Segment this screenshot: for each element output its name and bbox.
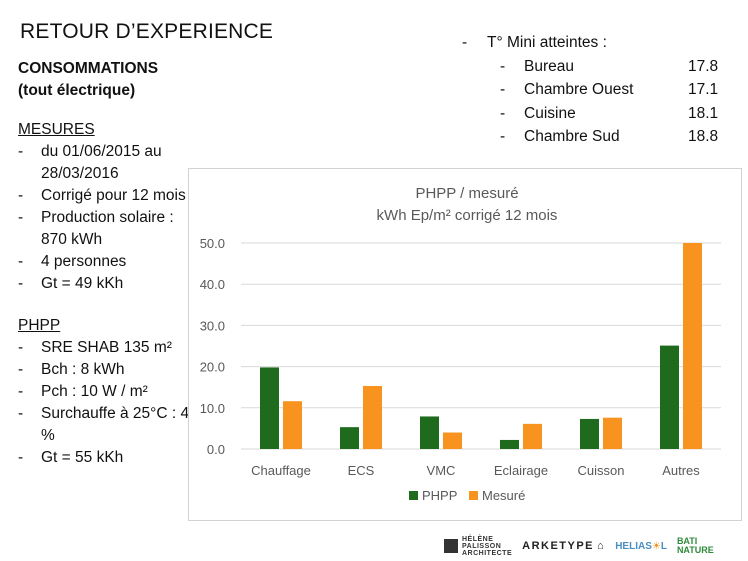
bar-phpp-1 [340, 427, 359, 449]
phpp-list: SRE SHAB 135 m² Bch : 8 kWh Pch : 10 W /… [18, 337, 190, 469]
bar-mesure-2 [443, 432, 462, 449]
bar-mesure-3 [523, 423, 542, 449]
heliasol-logo: HELIA S ☀ L [615, 541, 667, 552]
bar-phpp-0 [260, 367, 279, 449]
temperature-row: Cuisine 18.1 [462, 102, 728, 126]
mesures-heading: MESURES [18, 121, 95, 138]
legend-swatch [409, 491, 418, 500]
logo-text: L [660, 540, 667, 552]
logo-text: S [645, 540, 652, 552]
legend-label: Mesuré [482, 488, 525, 503]
arketype-logo: ARKETYPE ⌂ [522, 540, 605, 552]
logo-line: PALISSON [462, 542, 502, 550]
list-item: Gt = 55 kKh [18, 447, 190, 469]
x-tick-label: Autres [662, 463, 700, 478]
list-item: Pch : 10 W / m² [18, 381, 190, 403]
room-temperature: 18.8 [688, 128, 719, 145]
x-tick-label: Chauffage [251, 463, 311, 478]
house-icon: ⌂ [597, 540, 606, 552]
consumption-subheading: (tout électrique) [18, 82, 136, 99]
room-temperature: 17.8 [688, 57, 719, 75]
consumption-heading: CONSOMMATIONS [18, 60, 159, 77]
list-item: SRE SHAB 135 m² [18, 337, 190, 359]
x-tick-label: VMC [427, 463, 456, 478]
partner-logos: HÉLÈNE PALISSON ARCHITECTE ARKETYPE ⌂ HE… [444, 534, 736, 558]
consumption-chart: PHPP / mesuré kWh Ep/m² corrigé 12 mois … [188, 168, 742, 521]
y-tick-label: 40.0 [200, 277, 225, 292]
bar-phpp-5 [660, 345, 679, 449]
list-item: Production solaire : 870 kWh [18, 207, 190, 251]
room-temperature: 18.1 [688, 104, 719, 122]
architect-mark-icon [444, 539, 458, 553]
x-tick-label: Eclairage [494, 463, 548, 478]
list-item: Gt = 49 kKh [18, 273, 190, 295]
bati-nature-logo: BATI NATURE [677, 537, 736, 555]
temperature-row: Bureau 17.8 [462, 55, 728, 79]
bar-phpp-3 [500, 439, 519, 449]
min-temperatures-heading: T° Mini atteintes : [462, 31, 728, 55]
x-tick-label: Cuisson [578, 463, 625, 478]
bar-mesure-0 [283, 401, 302, 449]
legend-swatch [469, 491, 478, 500]
mesures-list: du 01/06/2015 au 28/03/2016 Corrigé pour… [18, 141, 190, 295]
logo-text: BATI NATURE [676, 536, 714, 555]
y-tick-label: 20.0 [200, 360, 225, 375]
y-tick-label: 10.0 [200, 401, 225, 416]
y-tick-label: 50.0 [200, 236, 225, 251]
temperature-row: Chambre Ouest 17.1 [462, 78, 728, 102]
y-tick-label: 0.0 [207, 442, 225, 457]
legend-label: PHPP [422, 488, 457, 503]
bar-mesure-1 [363, 385, 382, 449]
chart-svg: PHPP / mesuré kWh Ep/m² corrigé 12 mois … [200, 185, 721, 503]
y-tick-label: 30.0 [200, 318, 225, 333]
logo-line: HÉLÈNE [462, 535, 494, 543]
list-item: Corrigé pour 12 mois [18, 185, 190, 207]
room-temperature: 17.1 [688, 81, 719, 98]
list-item: Bch : 8 kWh [18, 359, 190, 381]
list-item: 4 personnes [18, 251, 190, 273]
chart-title: PHPP / mesuré [415, 185, 518, 202]
min-temperatures: T° Mini atteintes : Bureau 17.8 Chambre … [462, 31, 728, 149]
room-name: Chambre Sud [524, 128, 620, 145]
helene-palisson-logo: HÉLÈNE PALISSON ARCHITECTE [444, 536, 512, 557]
left-column: CONSOMMATIONS (tout électrique) MESURES … [18, 58, 190, 469]
bar-mesure-4 [603, 417, 622, 449]
logo-text: HELIA [615, 540, 646, 552]
logo-text: ARKETYPE [522, 540, 595, 552]
logo-line: ARCHITECTE [462, 549, 513, 557]
room-name: Bureau [524, 57, 574, 75]
chart-subtitle: kWh Ep/m² corrigé 12 mois [377, 207, 558, 224]
room-name: Chambre Ouest [524, 81, 634, 98]
bar-phpp-2 [420, 416, 439, 449]
x-tick-label: ECS [348, 463, 375, 478]
room-name: Cuisine [524, 104, 576, 122]
temperature-row: Chambre Sud 18.8 [462, 125, 728, 149]
bar-mesure-5 [683, 243, 702, 449]
list-item: Surchauffe à 25°C : 4 % [18, 403, 190, 447]
page-title: RETOUR D’EXPERIENCE [20, 20, 274, 43]
sun-icon: ☀ [651, 540, 661, 552]
bar-phpp-4 [580, 418, 599, 449]
list-item: du 01/06/2015 au 28/03/2016 [18, 141, 190, 185]
phpp-heading: PHPP [18, 317, 61, 334]
